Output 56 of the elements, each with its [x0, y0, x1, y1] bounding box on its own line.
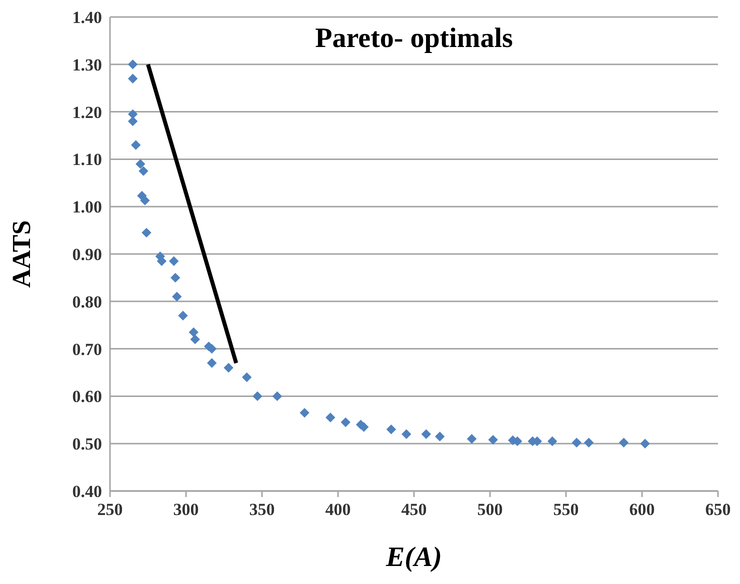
y-tick-label: 1.20 [72, 102, 102, 122]
x-tick-label: 600 [629, 500, 655, 519]
x-tick-label: 500 [477, 500, 503, 519]
y-tick-label: 0.80 [72, 292, 102, 312]
x-axis-title: E(A) [385, 542, 442, 573]
point [618, 438, 629, 448]
x-tick-label: 350 [249, 500, 275, 519]
point [142, 228, 152, 238]
point [386, 424, 396, 434]
y-tick-label: 0.50 [72, 434, 102, 454]
point [128, 60, 138, 70]
y-tick-label: 0.90 [72, 244, 102, 264]
x-tick-label: 400 [325, 500, 351, 519]
y-axis-title: AATS [7, 220, 36, 288]
point [421, 429, 432, 439]
point [488, 434, 498, 445]
point [172, 292, 182, 302]
point [252, 391, 262, 402]
point [242, 372, 252, 382]
point [272, 391, 282, 402]
point [402, 429, 412, 439]
point [640, 438, 650, 448]
point [170, 272, 180, 283]
y-tick-label: 1.00 [72, 198, 102, 217]
point [547, 436, 558, 446]
point [466, 434, 477, 444]
point [130, 140, 141, 150]
y-tick-label: 0.70 [72, 340, 102, 359]
point [136, 159, 146, 169]
point [140, 196, 150, 206]
point [178, 310, 188, 320]
point [206, 358, 217, 368]
x-tick-label: 650 [705, 500, 731, 519]
point [224, 362, 234, 373]
chart-title: Pareto- optimals [315, 23, 513, 54]
x-tick-label: 250 [97, 500, 123, 519]
x-tick-label: 450 [401, 500, 427, 519]
x-tick-label: 550 [553, 500, 579, 519]
x-tick-label: 300 [173, 500, 199, 519]
point [188, 327, 198, 338]
point [300, 408, 310, 418]
point [168, 256, 179, 266]
y-tick-label: 1.10 [72, 150, 102, 170]
point [326, 412, 336, 422]
point [584, 438, 594, 448]
y-tick-label: 0.40 [72, 482, 102, 501]
point [128, 74, 138, 84]
point [128, 116, 138, 126]
point [434, 432, 445, 442]
point [190, 334, 200, 344]
point [572, 438, 582, 448]
y-tick-label: 1.40 [72, 8, 102, 27]
y-tick-label: 0.60 [72, 387, 102, 406]
y-tick-label: 1.30 [72, 55, 102, 74]
point [340, 417, 350, 428]
point [138, 166, 148, 176]
